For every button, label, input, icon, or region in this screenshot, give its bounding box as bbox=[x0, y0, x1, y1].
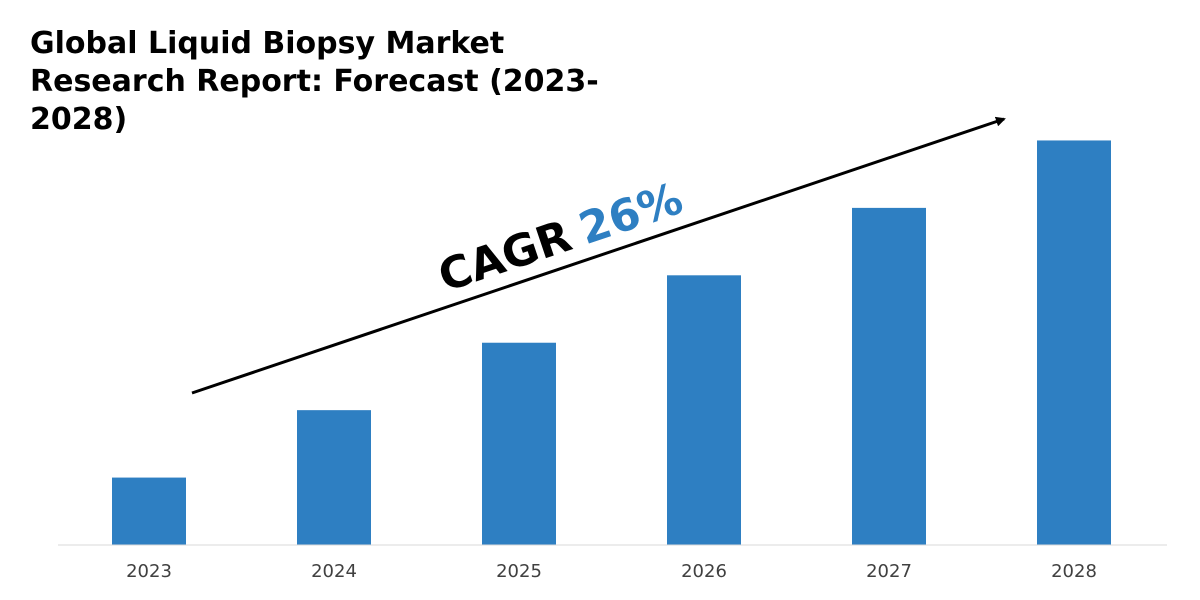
bar-2028 bbox=[1037, 140, 1111, 546]
x-tick-label-2028: 2028 bbox=[1051, 561, 1097, 582]
x-tick-label-2025: 2025 bbox=[496, 561, 542, 582]
bar-2024 bbox=[297, 410, 371, 545]
bar-2026 bbox=[667, 275, 741, 545]
cagr-trend-arrow bbox=[191, 116, 1006, 395]
x-tick-label-2024: 2024 bbox=[311, 561, 357, 582]
bar-2027 bbox=[852, 207, 926, 545]
bars-group bbox=[112, 140, 1111, 546]
cagr-value: 26% bbox=[573, 173, 689, 255]
x-tick-label-2027: 2027 bbox=[866, 561, 912, 582]
chart-title: Global Liquid Biopsy Market Research Rep… bbox=[30, 26, 599, 137]
bar-2025 bbox=[482, 342, 556, 545]
x-tick-labels: 2023 2024 2025 2026 2027 2028 bbox=[126, 561, 1097, 582]
x-tick-label-2023: 2023 bbox=[126, 561, 172, 582]
bar-2023 bbox=[112, 477, 186, 545]
x-tick-label-2026: 2026 bbox=[681, 561, 727, 582]
